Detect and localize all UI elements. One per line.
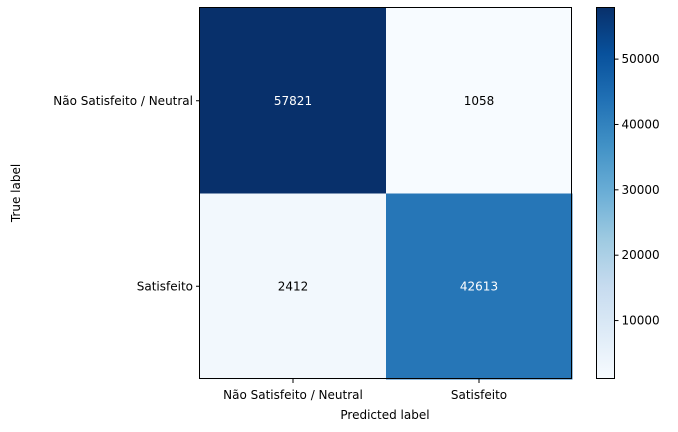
x-axis-ticks: Não Satisfeito / Neutral Satisfeito	[223, 379, 507, 402]
cell-value-label: 2412	[278, 279, 309, 293]
heatmap-cell	[386, 193, 573, 380]
y-axis-title: True label	[9, 164, 23, 223]
plot-frame	[199, 7, 572, 379]
heatmap-cell	[386, 8, 573, 194]
heatmap-cells	[200, 8, 573, 380]
y-tick-label: Não Satisfeito / Neutral	[53, 94, 193, 108]
colorbar-tick-label: 30000	[622, 183, 660, 197]
cell-value-label: 42613	[460, 279, 498, 293]
colorbar-tick-label: 50000	[622, 52, 660, 66]
cell-value-label: 57821	[274, 94, 312, 108]
colorbar-tick-label: 20000	[622, 248, 660, 262]
heatmap-cell	[200, 8, 387, 194]
colorbar-ticks: 10000 20000 30000 40000 50000	[614, 52, 660, 328]
colorbar-tick-label: 10000	[622, 314, 660, 328]
x-tick-label: Satisfeito	[451, 388, 507, 402]
cell-value-label: 1058	[464, 94, 495, 108]
y-tick-label: Satisfeito	[137, 279, 193, 293]
x-axis-title: Predicted label	[340, 408, 429, 422]
colorbar-tick-label: 40000	[622, 117, 660, 131]
x-tick-label: Não Satisfeito / Neutral	[223, 388, 363, 402]
colorbar	[596, 7, 615, 379]
heatmap-cell	[200, 193, 387, 380]
y-axis-ticks: Não Satisfeito / Neutral Satisfeito	[53, 94, 200, 293]
heatmap-cell-labels: 57821 1058 2412 42613	[274, 94, 498, 294]
